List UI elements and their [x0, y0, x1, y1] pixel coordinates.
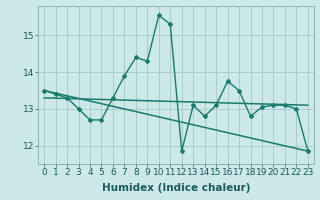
X-axis label: Humidex (Indice chaleur): Humidex (Indice chaleur): [102, 183, 250, 193]
